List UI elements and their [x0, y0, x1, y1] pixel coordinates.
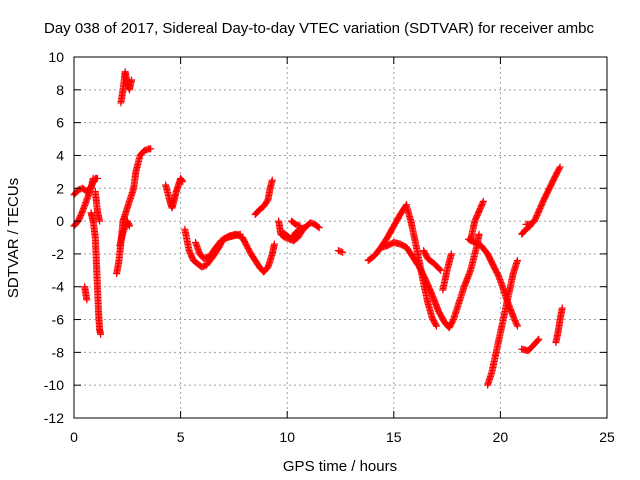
series-pass-20: [420, 247, 445, 274]
data-point: [178, 177, 186, 185]
y-tick-label: -6: [52, 312, 65, 328]
y-tick-label: -8: [52, 344, 65, 360]
data-point: [300, 224, 308, 232]
series-pass-04: [87, 209, 105, 338]
x-tick-label: 25: [599, 429, 615, 445]
data-point: [315, 224, 323, 232]
data-point: [526, 222, 534, 230]
data-point: [535, 335, 543, 343]
series-pass-09: [162, 174, 187, 212]
x-tick-label: 5: [177, 429, 185, 445]
data-point: [479, 199, 487, 207]
y-tick-label: 2: [56, 180, 64, 196]
series-pass-06: [113, 145, 155, 278]
data-point: [513, 322, 521, 330]
data-point: [475, 230, 483, 238]
data-point: [128, 76, 136, 84]
series-pass-11: [192, 230, 244, 263]
data-point: [447, 250, 455, 258]
data-point: [534, 336, 542, 344]
data-point: [525, 223, 533, 231]
series-pass-08: [117, 68, 136, 107]
series-pass-03: [81, 283, 91, 304]
y-tick-label: -12: [44, 410, 64, 426]
y-tick-label: -10: [44, 377, 64, 393]
y-tick-label: -4: [52, 279, 65, 295]
series-pass-02: [70, 174, 101, 199]
y-tick-label: 0: [56, 213, 64, 229]
series-pass-12: [251, 176, 276, 219]
data-point: [236, 230, 244, 238]
grid: [74, 57, 607, 418]
series-pass-24: [484, 256, 521, 389]
ticks: 0 5 10 15 20 25 -12 -10 -8 -6 -4 -2 0 2 4 6 8 10: [44, 49, 615, 445]
series-pass-10: [181, 225, 278, 276]
data-point: [432, 322, 440, 330]
series-pass-07: [116, 217, 133, 250]
data-point: [147, 145, 155, 153]
x-tick-label: 20: [493, 429, 509, 445]
x-tick-label: 0: [70, 429, 78, 445]
data-point: [513, 321, 521, 329]
y-tick-label: -2: [52, 246, 65, 262]
data-point: [125, 222, 133, 230]
data-point: [268, 176, 276, 184]
series-pass-19: [403, 202, 440, 330]
data-point: [558, 304, 566, 312]
data-point: [97, 330, 105, 338]
data-point: [314, 223, 322, 231]
data-point: [93, 174, 101, 182]
x-tick-label: 10: [279, 429, 295, 445]
series-pass-25: [518, 335, 543, 355]
x-axis-title: GPS time / hours: [283, 458, 397, 475]
data-point: [513, 256, 521, 264]
series-pass-27: [518, 222, 534, 238]
series-pass-05: [91, 188, 104, 225]
y-tick-label: 8: [56, 82, 64, 98]
x-tick-label: 15: [386, 429, 402, 445]
data-point: [96, 217, 104, 225]
y-tick-label: 4: [56, 147, 64, 163]
chart-title: Day 038 of 2017, Sidereal Day-to-day VTE…: [44, 20, 594, 37]
y-tick-label: 10: [48, 49, 64, 65]
series-pass-21: [439, 250, 455, 294]
data-point: [296, 222, 304, 230]
data-point: [179, 178, 187, 186]
data-point: [555, 164, 563, 172]
plot-marks: [70, 68, 566, 389]
data-point: [437, 266, 445, 274]
series-pass-17: [364, 201, 411, 264]
series-pass-28: [552, 304, 566, 347]
y-tick-label: 6: [56, 115, 64, 131]
data-point: [270, 240, 278, 248]
data-point: [479, 197, 487, 205]
data-point: [436, 265, 444, 273]
data-point: [83, 296, 91, 304]
series-pass-15: [287, 217, 304, 230]
data-point: [339, 248, 347, 256]
plot-frame: [73, 56, 608, 419]
y-axis-title: SDTVAR / TECUs: [5, 178, 22, 298]
data-point: [556, 163, 564, 171]
data-point: [432, 321, 440, 329]
series-pass-26: [522, 163, 564, 228]
series-pass-16: [334, 247, 347, 256]
